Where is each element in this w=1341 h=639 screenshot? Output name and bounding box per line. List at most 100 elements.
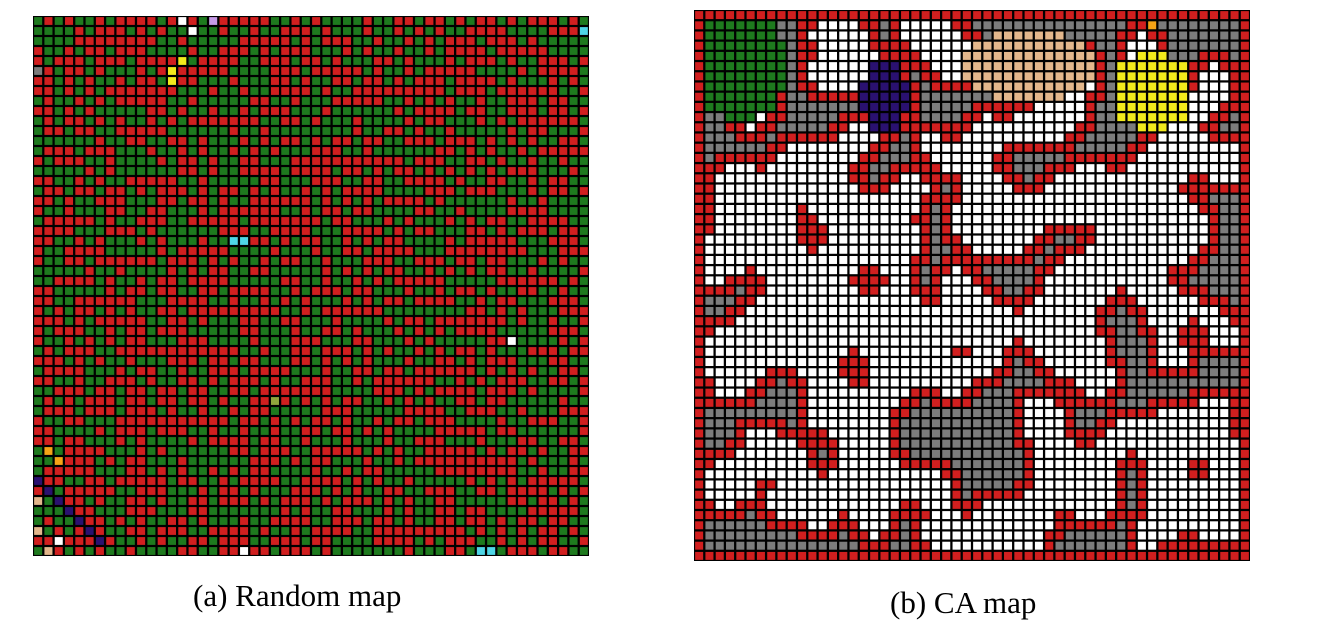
map-tile <box>487 407 496 415</box>
map-tile <box>1076 143 1085 152</box>
map-tile <box>353 537 362 545</box>
map-tile <box>818 41 827 50</box>
map-tile <box>559 527 568 535</box>
map-tile <box>188 267 197 275</box>
map-tile <box>1004 174 1013 183</box>
map-tile <box>85 37 94 45</box>
map-tile <box>828 72 838 81</box>
map-tile <box>1199 245 1208 254</box>
map-tile <box>1230 72 1239 81</box>
map-tile <box>528 297 537 305</box>
map-tile <box>849 327 858 336</box>
map-tile <box>777 378 786 387</box>
map-tile <box>1117 31 1126 40</box>
map-tile <box>65 177 74 185</box>
map-tile <box>157 317 166 325</box>
map-tile <box>54 297 63 305</box>
map-tile <box>240 377 249 385</box>
map-tile <box>1065 276 1074 285</box>
map-tile <box>828 143 838 152</box>
map-tile <box>1189 378 1198 387</box>
map-tile <box>828 337 838 346</box>
map-tile <box>281 227 290 235</box>
map-tile <box>1004 72 1013 81</box>
map-tile <box>1127 62 1136 71</box>
map-tile <box>973 82 982 91</box>
map-tile <box>75 47 84 55</box>
map-tile <box>188 437 197 445</box>
map-tile <box>1076 215 1085 224</box>
map-tile <box>859 62 868 71</box>
map-tile <box>270 127 279 135</box>
map-tile <box>579 167 588 175</box>
map-tile <box>270 517 279 525</box>
map-tile <box>828 388 838 397</box>
map-tile <box>777 21 786 30</box>
map-tile <box>1230 21 1239 30</box>
map-tile <box>808 327 817 336</box>
map-tile <box>188 397 197 405</box>
map-tile <box>1127 388 1136 397</box>
map-tile <box>528 317 537 325</box>
map-tile <box>1240 235 1249 244</box>
map-tile <box>363 367 372 375</box>
map-tile <box>188 97 197 105</box>
map-tile <box>528 507 537 515</box>
map-tile <box>147 47 156 55</box>
map-tile <box>518 77 527 85</box>
map-tile <box>353 327 362 335</box>
map-tile <box>456 517 465 525</box>
map-tile <box>487 287 496 295</box>
map-tile <box>818 62 827 71</box>
map-tile <box>250 177 259 185</box>
map-tile <box>250 437 259 445</box>
map-tile <box>240 247 249 255</box>
map-tile <box>353 497 362 505</box>
map-tile <box>921 92 930 101</box>
map-tile <box>301 407 310 415</box>
map-tile <box>736 307 745 315</box>
map-tile <box>178 447 187 455</box>
map-tile <box>705 174 714 183</box>
map-tile <box>260 217 269 225</box>
map-tile <box>126 387 135 395</box>
map-tile <box>1076 164 1085 173</box>
map-tile <box>219 457 228 465</box>
map-tile <box>880 327 889 336</box>
map-tile <box>548 247 557 255</box>
map-tile <box>229 207 238 215</box>
map-tile <box>726 92 735 101</box>
map-tile <box>260 197 269 205</box>
map-tile <box>736 21 745 30</box>
map-tile <box>198 47 207 55</box>
map-tile <box>65 517 74 525</box>
map-tile <box>736 133 745 142</box>
map-tile <box>384 117 393 125</box>
map-tile <box>518 337 527 345</box>
map-tile <box>137 437 146 445</box>
map-tile <box>270 327 279 335</box>
map-tile <box>726 378 735 387</box>
map-tile <box>54 127 63 135</box>
map-tile <box>1189 307 1198 315</box>
map-tile <box>95 477 104 485</box>
map-tile <box>332 207 341 215</box>
map-tile <box>332 307 341 315</box>
map-tile <box>548 347 557 355</box>
map-tile <box>270 227 279 235</box>
map-tile <box>569 137 578 145</box>
map-tile <box>569 257 578 265</box>
map-tile <box>808 256 817 264</box>
map-tile <box>281 47 290 55</box>
map-tile <box>880 398 889 407</box>
map-tile <box>106 507 115 515</box>
map-tile <box>425 477 434 485</box>
map-tile <box>404 467 413 475</box>
map-tile <box>962 41 971 50</box>
map-tile <box>394 377 403 385</box>
map-tile <box>85 17 94 25</box>
map-tile <box>839 41 848 50</box>
map-tile <box>312 127 321 135</box>
map-tile <box>404 237 413 245</box>
map-tile <box>548 327 557 335</box>
